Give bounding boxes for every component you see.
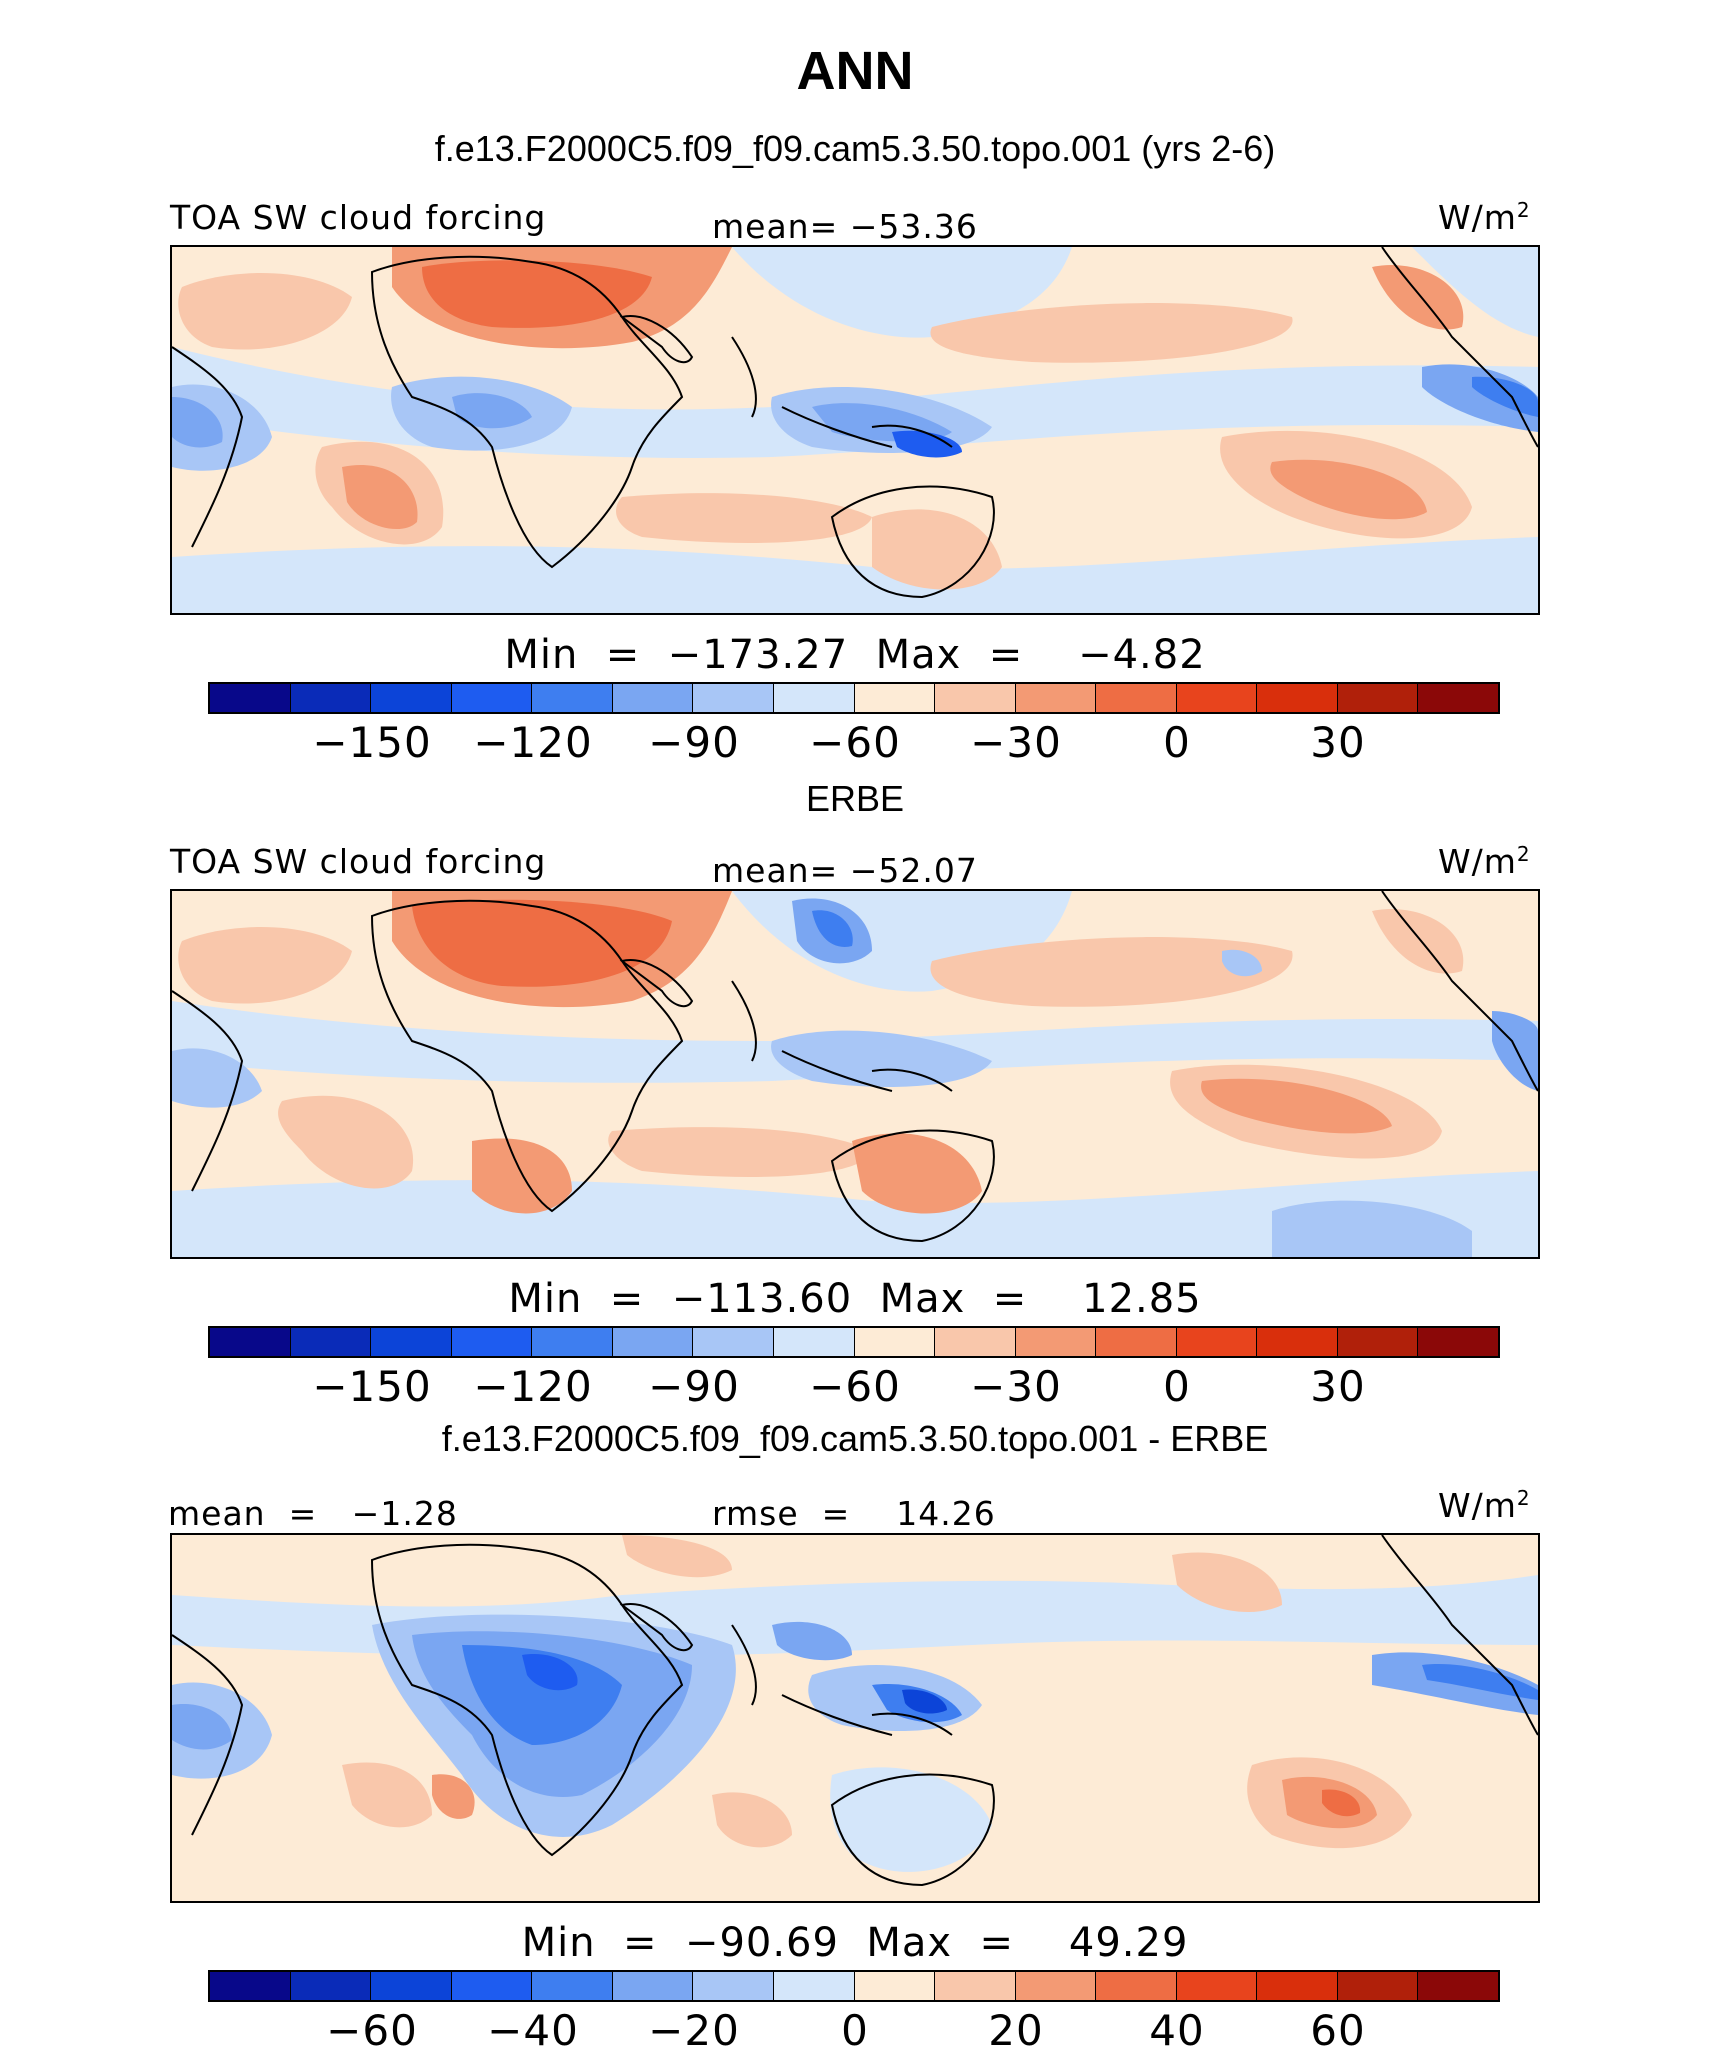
panel1-tick-label: 30 bbox=[1310, 718, 1366, 767]
colorbar-swatch bbox=[210, 1972, 291, 2000]
colorbar-swatch bbox=[290, 684, 372, 712]
panel1-mean-label: mean= −53.36 bbox=[712, 207, 978, 246]
colorbar-swatch bbox=[693, 1328, 774, 1356]
panel1-tick-label: −150 bbox=[312, 718, 432, 767]
colorbar-swatch bbox=[1418, 1328, 1498, 1356]
colorbar-swatch bbox=[371, 1972, 452, 2000]
panel3-tick-label: 60 bbox=[1310, 2006, 1366, 2051]
panel3-rmse-label: rmse = 14.26 bbox=[712, 1494, 996, 1533]
colorbar-swatch bbox=[612, 1328, 694, 1356]
colorbar-swatch bbox=[1337, 684, 1419, 712]
colorbar-swatch bbox=[1418, 1972, 1498, 2000]
colorbar-swatch bbox=[532, 1328, 613, 1356]
panel3-map bbox=[170, 1533, 1540, 1903]
colorbar-swatch bbox=[854, 684, 936, 712]
panel3-map-field bbox=[172, 1535, 1538, 1901]
panel3-tick-label: 20 bbox=[988, 2006, 1044, 2051]
panel2-title: ERBE bbox=[805, 778, 905, 819]
colorbar-swatch bbox=[1015, 1972, 1097, 2000]
colorbar-swatch bbox=[1176, 1972, 1258, 2000]
figure-title: ANN bbox=[796, 41, 914, 101]
panel1-colorbar bbox=[208, 682, 1500, 714]
panel3-mean-label: mean = −1.28 bbox=[168, 1494, 458, 1533]
colorbar-swatch bbox=[290, 1972, 372, 2000]
panel1-tick-label: −90 bbox=[648, 718, 740, 767]
panel3-colorbar bbox=[208, 1970, 1500, 2002]
panel1-colorbar-ticks: −150 −120 −90 −60 −30 0 30 bbox=[0, 718, 1710, 768]
colorbar-swatch bbox=[371, 1328, 452, 1356]
panel2-colorbar bbox=[208, 1326, 1500, 1358]
colorbar-swatch bbox=[451, 684, 533, 712]
colorbar-swatch bbox=[612, 1972, 694, 2000]
panel3-tick-label: 40 bbox=[1149, 2006, 1205, 2051]
colorbar-swatch bbox=[854, 1328, 936, 1356]
colorbar-swatch bbox=[1096, 1328, 1177, 1356]
panel1-units: W/m2 bbox=[1438, 198, 1531, 237]
panel3-tick-label: −60 bbox=[326, 2006, 418, 2051]
colorbar-swatch bbox=[935, 1328, 1016, 1356]
panel1-tick-label: 0 bbox=[1163, 718, 1191, 767]
figure-subtitle: f.e13.F2000C5.f09_f09.cam5.3.50.topo.001… bbox=[434, 128, 1276, 169]
panel3-minmax: Min = −90.69 Max = 49.29 bbox=[521, 1920, 1189, 1966]
colorbar-swatch bbox=[532, 1972, 613, 2000]
panel3-tick-label: −20 bbox=[648, 2006, 740, 2051]
panel2-tick-label: −120 bbox=[473, 1362, 593, 1411]
panel2-minmax: Min = −113.60 Max = 12.85 bbox=[508, 1276, 1202, 1322]
colorbar-swatch bbox=[935, 684, 1016, 712]
colorbar-swatch bbox=[1176, 684, 1258, 712]
colorbar-swatch bbox=[1257, 684, 1338, 712]
colorbar-swatch bbox=[1015, 1328, 1097, 1356]
colorbar-swatch bbox=[773, 1972, 855, 2000]
panel2-map-field bbox=[172, 891, 1538, 1257]
colorbar-swatch bbox=[773, 684, 855, 712]
colorbar-swatch bbox=[1096, 684, 1177, 712]
colorbar-swatch bbox=[612, 684, 694, 712]
panel3-tick-label: −40 bbox=[487, 2006, 579, 2051]
panel3-units: W/m2 bbox=[1438, 1486, 1531, 1525]
panel1-tick-label: −60 bbox=[809, 718, 901, 767]
colorbar-swatch bbox=[1096, 1972, 1177, 2000]
colorbar-swatch bbox=[1015, 684, 1097, 712]
panel2-tick-label: 30 bbox=[1310, 1362, 1366, 1411]
panel2-tick-label: −90 bbox=[648, 1362, 740, 1411]
colorbar-swatch bbox=[1257, 1972, 1338, 2000]
colorbar-swatch bbox=[693, 684, 774, 712]
panel1-minmax: Min = −173.27 Max = −4.82 bbox=[504, 632, 1206, 678]
colorbar-swatch bbox=[854, 1972, 936, 2000]
colorbar-swatch bbox=[1176, 1328, 1258, 1356]
panel1-tick-label: −120 bbox=[473, 718, 593, 767]
panel2-tick-label: 0 bbox=[1163, 1362, 1191, 1411]
colorbar-swatch bbox=[371, 684, 452, 712]
panel2-units: W/m2 bbox=[1438, 842, 1531, 881]
panel1-variable-label: TOA SW cloud forcing bbox=[170, 198, 547, 237]
panel1-map-field bbox=[172, 247, 1538, 613]
colorbar-swatch bbox=[210, 684, 291, 712]
panel1-tick-label: −30 bbox=[970, 718, 1062, 767]
colorbar-swatch bbox=[1257, 1328, 1338, 1356]
colorbar-swatch bbox=[451, 1972, 533, 2000]
colorbar-swatch bbox=[1418, 684, 1498, 712]
panel2-mean-label: mean= −52.07 bbox=[712, 851, 978, 890]
colorbar-swatch bbox=[773, 1328, 855, 1356]
colorbar-swatch bbox=[451, 1328, 533, 1356]
colorbar-swatch bbox=[210, 1328, 291, 1356]
panel3-tick-label: 0 bbox=[841, 2006, 869, 2051]
panel1-map bbox=[170, 245, 1540, 615]
colorbar-swatch bbox=[532, 684, 613, 712]
panel2-colorbar-ticks: −150 −120 −90 −60 −30 0 30 bbox=[0, 1362, 1710, 1412]
colorbar-swatch bbox=[935, 1972, 1016, 2000]
panel2-variable-label: TOA SW cloud forcing bbox=[170, 842, 547, 881]
colorbar-swatch bbox=[693, 1972, 774, 2000]
panel2-tick-label: −30 bbox=[970, 1362, 1062, 1411]
panel3-title: f.e13.F2000C5.f09_f09.cam5.3.50.topo.001… bbox=[441, 1418, 1269, 1459]
colorbar-swatch bbox=[290, 1328, 372, 1356]
colorbar-swatch bbox=[1337, 1972, 1419, 2000]
colorbar-swatch bbox=[1337, 1328, 1419, 1356]
panel3-colorbar-ticks: −60 −40 −20 0 20 40 60 bbox=[0, 2006, 1710, 2051]
panel2-map bbox=[170, 889, 1540, 1259]
panel2-tick-label: −60 bbox=[809, 1362, 901, 1411]
panel2-tick-label: −150 bbox=[312, 1362, 432, 1411]
